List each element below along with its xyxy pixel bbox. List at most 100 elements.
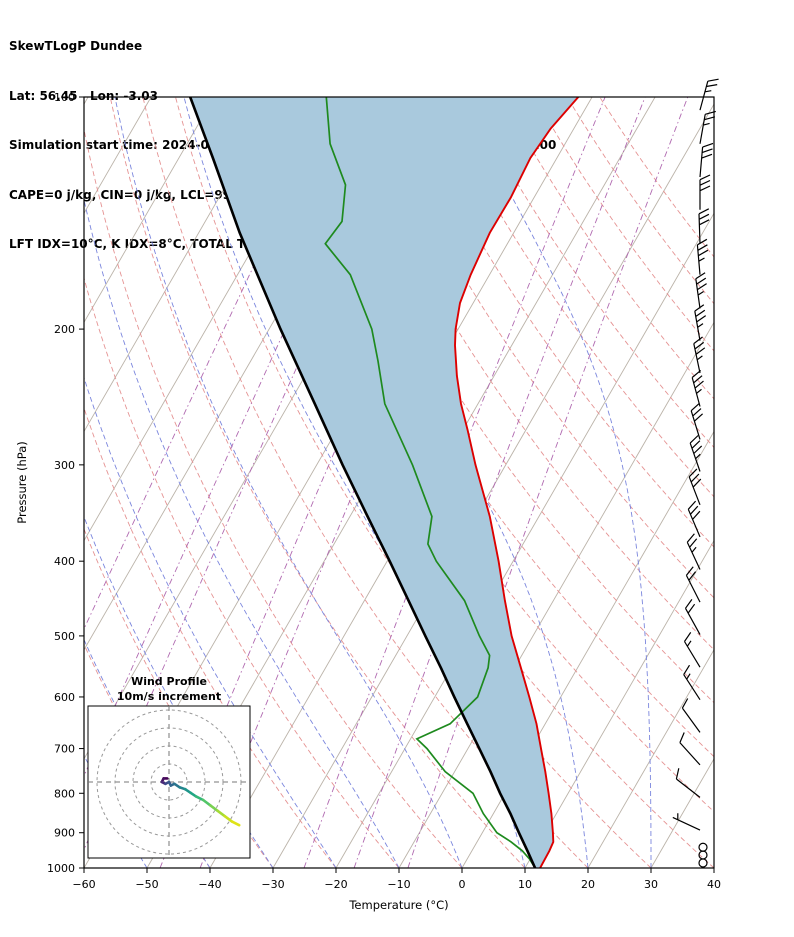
moist-adiabat-line (713, 861, 714, 868)
dry-adiabat-line (109, 97, 526, 868)
x-tick-label: 30 (644, 878, 658, 891)
wind-barb (681, 698, 701, 733)
dry-adiabat-line (84, 127, 463, 868)
wind-barb (672, 813, 701, 831)
x-tick-label: −50 (135, 878, 158, 891)
y-tick-label: 300 (54, 459, 75, 472)
wind-barb (699, 174, 711, 210)
mixing-ratio-line (199, 97, 522, 868)
dry-adiabat-line (84, 276, 400, 868)
isotherm-line (650, 757, 714, 868)
y-tick-label: 600 (54, 691, 75, 704)
axis-ticks-group (79, 96, 715, 873)
moist-adiabat-line (114, 97, 463, 868)
dry-adiabat-line (468, 97, 714, 449)
y-tick-label: 700 (54, 743, 75, 756)
isotherm-line (84, 97, 278, 433)
x-tick-label: 0 (459, 878, 466, 891)
y-axis-title: Pressure (hPa) (15, 441, 29, 524)
isotherm-line (84, 97, 215, 324)
hodograph-speed-ring (132, 745, 206, 819)
hodograph-trace-segment (230, 820, 241, 827)
x-tick-label: 10 (518, 878, 532, 891)
dry-adiabat-line (566, 97, 714, 305)
wind-barb (699, 110, 716, 144)
x-tick-label: 40 (707, 878, 721, 891)
wind-barb (687, 500, 701, 538)
isotherm-line (524, 539, 714, 868)
y-tick-label: 900 (54, 827, 75, 840)
hodograph-inset: Wind Profile 10m/s increment (87, 675, 251, 859)
calm-wind-icon (698, 858, 708, 868)
dry-adiabat-line (142, 97, 589, 868)
parcel-curve (188, 97, 537, 868)
dry-adiabat-line (599, 97, 714, 258)
hodograph-trace-segment (194, 795, 205, 802)
wind-barb (688, 468, 702, 506)
hodograph-speed-ring (96, 709, 242, 855)
hodograph-speed-ring (114, 727, 224, 837)
mixing-ratio-line (303, 97, 606, 868)
wind-barb (683, 664, 701, 701)
moist-adiabat-line (460, 97, 652, 868)
wind-barb (689, 435, 703, 472)
axis-ticklabels-group: −60 −50 −40 −30 −20 −10 0 10 20 30 40 100 200 300 400 5… (47, 91, 721, 891)
wind-barb (699, 78, 719, 111)
isotherm-line (587, 648, 714, 868)
wind-barb (696, 238, 709, 275)
wind-barb (684, 599, 701, 635)
x-tick-label: −60 (72, 878, 95, 891)
wind-barb (694, 304, 707, 341)
hodograph-trace-segment (216, 809, 227, 818)
sounding-curves-group (188, 97, 580, 868)
moist-adiabat-line (84, 197, 400, 868)
y-tick-label: 500 (54, 630, 75, 643)
calm-wind-icon (698, 842, 708, 852)
isotherm-line (398, 321, 714, 868)
dewpoint-curve (324, 97, 536, 868)
wind-barb (693, 336, 706, 374)
wind-barb (675, 768, 701, 798)
hodograph-trace-segment (223, 814, 234, 823)
x-axis-title: Temperature (°C) (348, 898, 448, 912)
wind-barb (691, 369, 704, 407)
isotherm-line (713, 867, 714, 868)
hodograph-speed-ring (150, 763, 188, 801)
x-tick-label: −20 (324, 878, 347, 891)
location-line: Lat: 56.45 Lon: -3.03 (9, 88, 158, 103)
y-tick-label: 100 (54, 91, 75, 104)
temperature-curve (454, 97, 580, 868)
hodograph-subtitle: 10m/s increment (117, 690, 221, 703)
hodograph-title: Wind Profile (131, 675, 207, 688)
negative-area-shading (190, 97, 579, 868)
moist-adiabat-line (84, 376, 337, 868)
moist-adiabat-line (287, 97, 589, 868)
wind-barb (683, 632, 701, 668)
y-tick-label: 200 (54, 323, 75, 336)
wind-barb (690, 402, 704, 440)
dry-adiabat-line (501, 97, 714, 400)
wind-barbs-group (672, 78, 719, 868)
x-tick-label: 20 (581, 878, 595, 891)
wind-barb (686, 533, 701, 570)
mixing-ratio-line (407, 97, 689, 868)
wind-barb (685, 566, 701, 603)
mixing-ratio-line (353, 97, 646, 868)
wind-barb (699, 142, 714, 178)
x-tick-label: −10 (387, 878, 410, 891)
y-tick-label: 800 (54, 787, 75, 800)
hodograph-trace-segment (201, 798, 212, 807)
y-tick-label: 400 (54, 555, 75, 568)
x-tick-label: −30 (261, 878, 284, 891)
x-tick-label: −40 (198, 878, 221, 891)
wind-barb (679, 732, 701, 766)
hodograph-trace-segment (209, 804, 219, 813)
dry-adiabat-line (305, 97, 714, 704)
wind-barb (698, 208, 710, 244)
wind-barb (695, 272, 707, 309)
dry-adiabat-line (534, 97, 714, 352)
y-tick-label: 1000 (47, 862, 75, 875)
figure-title: SkewTLogP Dundee (9, 39, 143, 53)
